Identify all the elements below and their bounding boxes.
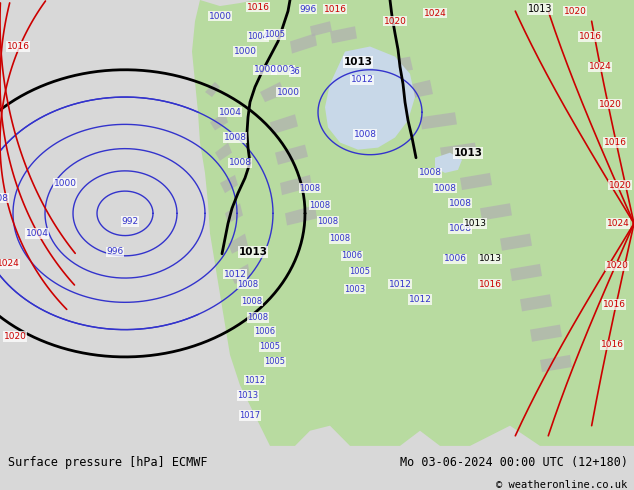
Text: 1003: 1003 <box>344 285 366 294</box>
Text: 1005: 1005 <box>349 268 370 276</box>
Polygon shape <box>420 112 457 129</box>
Text: 1004: 1004 <box>219 108 242 117</box>
Text: 1008: 1008 <box>242 297 262 306</box>
Text: 1013: 1013 <box>479 254 501 263</box>
Text: 1005: 1005 <box>259 343 280 351</box>
Text: 1024: 1024 <box>424 9 446 18</box>
Polygon shape <box>285 205 317 225</box>
Text: 1012: 1012 <box>351 75 373 84</box>
Text: 1013: 1013 <box>463 219 486 228</box>
Text: Mo 03-06-2024 00:00 UTC (12+180): Mo 03-06-2024 00:00 UTC (12+180) <box>399 456 628 469</box>
Text: 1008: 1008 <box>318 217 339 226</box>
Text: 1016: 1016 <box>604 138 626 147</box>
Text: 1020: 1020 <box>4 332 27 341</box>
Text: 1024: 1024 <box>607 219 630 228</box>
Text: 1008: 1008 <box>247 313 269 322</box>
Polygon shape <box>325 47 415 149</box>
Polygon shape <box>510 264 542 281</box>
Text: 1012: 1012 <box>245 376 266 385</box>
Text: 996: 996 <box>299 4 316 14</box>
Polygon shape <box>220 175 238 193</box>
Polygon shape <box>500 234 532 251</box>
Text: 1020: 1020 <box>598 99 621 109</box>
Text: 1020: 1020 <box>609 180 631 190</box>
Text: 1008: 1008 <box>354 130 377 139</box>
Polygon shape <box>440 143 477 160</box>
Text: 36: 36 <box>290 67 301 76</box>
Polygon shape <box>435 153 462 173</box>
Text: © weatheronline.co.uk: © weatheronline.co.uk <box>496 480 628 490</box>
Text: 1016: 1016 <box>602 300 626 309</box>
Polygon shape <box>230 264 250 284</box>
Text: 1012: 1012 <box>389 280 411 289</box>
Polygon shape <box>290 33 317 53</box>
Text: 1020: 1020 <box>564 7 586 16</box>
Text: 1013: 1013 <box>453 147 482 158</box>
Polygon shape <box>280 175 312 195</box>
Polygon shape <box>520 294 552 312</box>
Text: 1008: 1008 <box>238 280 259 289</box>
Text: 1013: 1013 <box>527 4 552 14</box>
Text: 1000: 1000 <box>271 65 295 74</box>
Text: 1008: 1008 <box>330 234 351 243</box>
Polygon shape <box>210 112 228 130</box>
Polygon shape <box>205 82 220 97</box>
Text: 1006: 1006 <box>254 327 276 336</box>
Text: 1020: 1020 <box>384 17 406 26</box>
Text: 1006: 1006 <box>342 251 363 260</box>
Text: 1005: 1005 <box>264 30 285 39</box>
Text: 1008: 1008 <box>228 158 252 167</box>
Polygon shape <box>480 203 512 220</box>
Polygon shape <box>270 114 298 134</box>
Polygon shape <box>192 0 634 446</box>
Polygon shape <box>225 203 243 223</box>
Polygon shape <box>380 57 413 75</box>
Polygon shape <box>530 324 562 342</box>
Text: 1016: 1016 <box>600 340 623 349</box>
Text: 1008: 1008 <box>448 199 472 208</box>
Polygon shape <box>330 26 357 44</box>
Polygon shape <box>215 143 232 161</box>
Polygon shape <box>310 21 332 36</box>
Text: 1005: 1005 <box>264 358 285 367</box>
Text: 1008: 1008 <box>299 184 321 193</box>
Text: 1017: 1017 <box>240 411 261 420</box>
Text: 1000: 1000 <box>254 65 276 74</box>
Text: 1016: 1016 <box>578 32 602 41</box>
Text: 1004: 1004 <box>25 229 48 238</box>
Polygon shape <box>460 173 492 190</box>
Text: 1013: 1013 <box>238 247 268 257</box>
Text: 1012: 1012 <box>224 270 247 278</box>
Text: 1008: 1008 <box>224 133 247 142</box>
Text: 1000: 1000 <box>276 88 299 97</box>
Polygon shape <box>400 80 433 100</box>
Text: 1008: 1008 <box>434 184 456 193</box>
Text: 1008: 1008 <box>418 169 441 177</box>
Text: 1008: 1008 <box>309 201 330 210</box>
Text: Surface pressure [hPa] ECMWF: Surface pressure [hPa] ECMWF <box>8 456 207 469</box>
Text: 1016: 1016 <box>247 2 269 12</box>
Text: 1013: 1013 <box>344 57 373 67</box>
Text: 1016: 1016 <box>323 4 347 14</box>
Text: 1013: 1013 <box>238 391 259 400</box>
Text: 992: 992 <box>122 217 139 226</box>
Text: 1016: 1016 <box>479 280 501 289</box>
Text: 1024: 1024 <box>0 259 20 269</box>
Text: 1000: 1000 <box>53 178 77 188</box>
Text: 1016: 1016 <box>6 42 30 51</box>
Polygon shape <box>260 82 285 102</box>
Text: 1008: 1008 <box>0 194 8 203</box>
Text: 996: 996 <box>107 247 124 256</box>
Text: 1000: 1000 <box>209 12 231 21</box>
Polygon shape <box>540 355 572 372</box>
Text: 1000: 1000 <box>233 47 257 56</box>
Text: 1004: 1004 <box>247 32 269 41</box>
Text: 1020: 1020 <box>605 262 628 270</box>
Polygon shape <box>228 234 248 254</box>
Text: 1024: 1024 <box>588 62 611 71</box>
Text: 1012: 1012 <box>408 295 432 304</box>
Text: 1008: 1008 <box>448 224 472 233</box>
Text: 1006: 1006 <box>444 254 467 263</box>
Polygon shape <box>275 145 308 165</box>
